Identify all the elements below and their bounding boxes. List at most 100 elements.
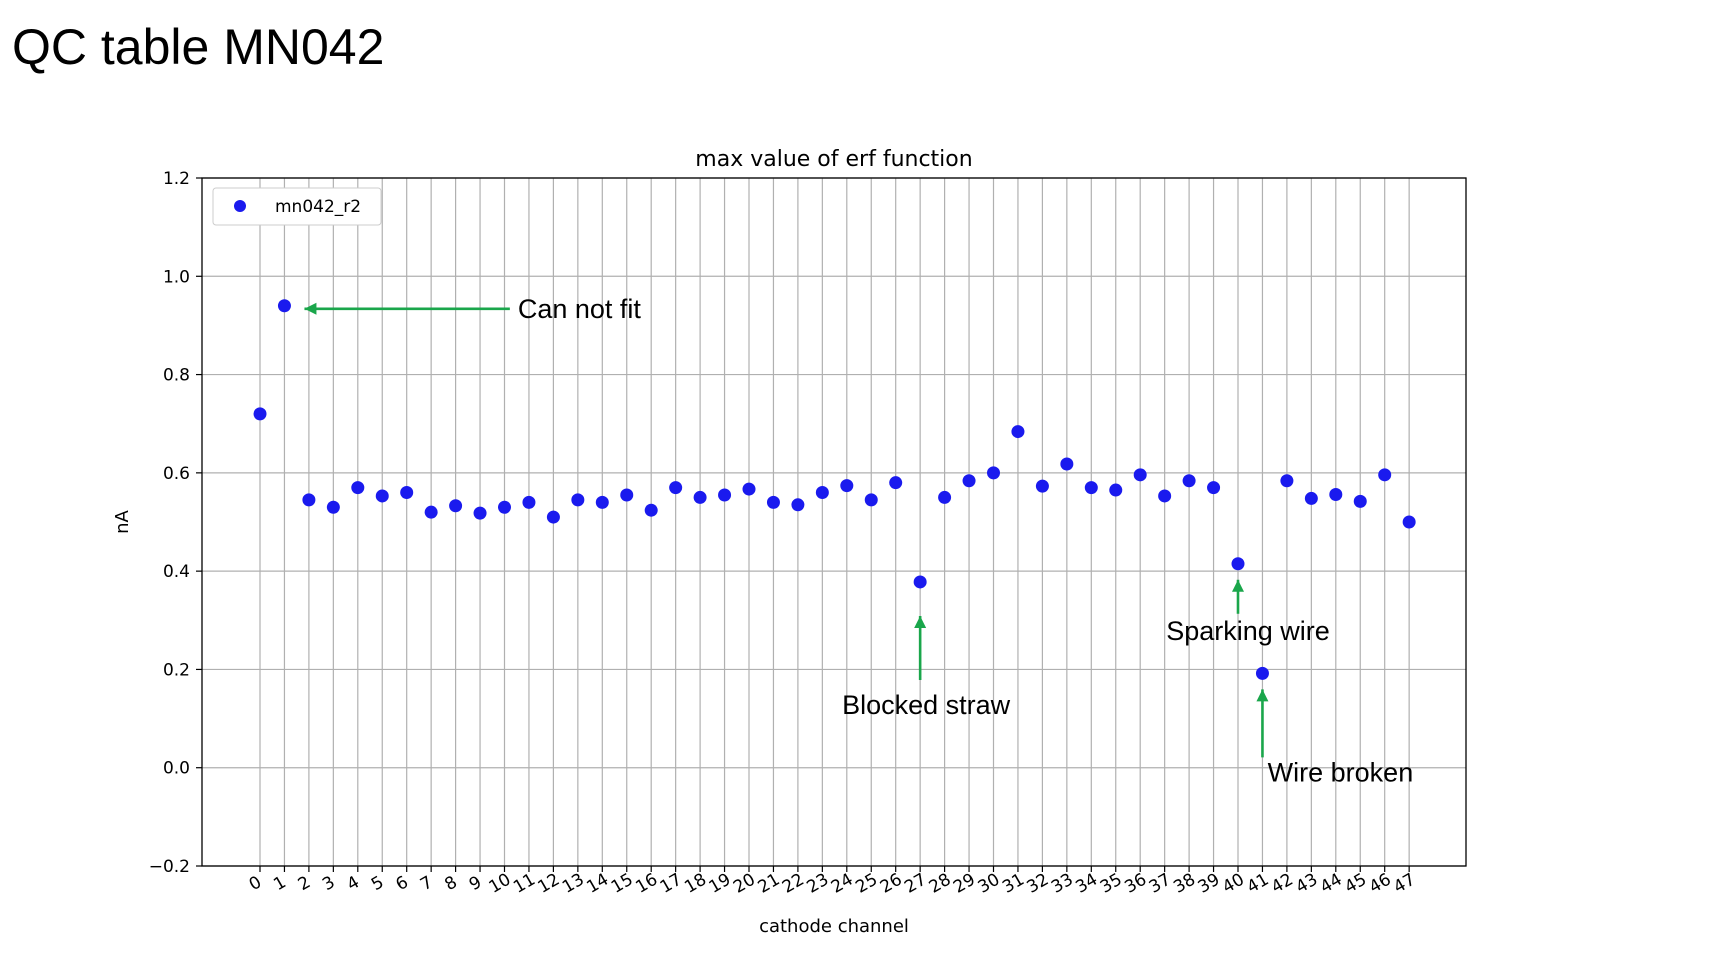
data-point xyxy=(1304,491,1318,505)
y-tick-label: 1.2 xyxy=(163,169,190,189)
y-axis-ticks: −0.2 0.0 0.2 0.4 0.6 0.8 1.0 1.2 xyxy=(149,169,202,877)
y-tick-label: 0.0 xyxy=(163,759,190,779)
x-tick-label: 0 xyxy=(246,872,265,895)
data-point xyxy=(1011,425,1025,439)
x-tick-label: 13 xyxy=(559,870,588,898)
legend-marker xyxy=(234,200,246,212)
x-tick-label: 6 xyxy=(393,872,412,895)
x-tick-label: 11 xyxy=(510,870,539,898)
x-tick-label: 29 xyxy=(950,870,979,898)
x-tick-label: 34 xyxy=(1072,870,1101,898)
x-tick-label: 35 xyxy=(1097,870,1126,898)
data-point xyxy=(253,407,267,421)
x-tick-label: 5 xyxy=(368,872,387,895)
x-tick-label: 27 xyxy=(901,870,930,898)
x-tick-label: 36 xyxy=(1121,870,1150,898)
data-point xyxy=(938,490,952,504)
slide-title: QC table MN042 xyxy=(12,19,385,75)
x-tick-label: 10 xyxy=(486,870,515,898)
x-tick-label: 31 xyxy=(999,870,1028,898)
x-tick-label: 4 xyxy=(344,872,363,895)
x-tick-label: 43 xyxy=(1292,870,1321,898)
x-tick-label: 12 xyxy=(535,870,564,898)
x-tick-label: 40 xyxy=(1219,870,1248,898)
annotation-arrowhead xyxy=(1232,579,1244,592)
y-tick-label: −0.2 xyxy=(149,857,190,877)
x-tick-label: 22 xyxy=(779,870,808,898)
x-tick-label: 15 xyxy=(608,870,637,898)
grid-lines xyxy=(202,177,1466,867)
data-point xyxy=(351,481,365,495)
data-point xyxy=(326,500,340,514)
x-tick-label: 19 xyxy=(706,870,735,898)
data-point xyxy=(620,488,634,502)
data-point xyxy=(766,495,780,509)
x-tick-label: 39 xyxy=(1195,870,1224,898)
data-point xyxy=(1158,489,1172,503)
data-point xyxy=(840,479,854,493)
data-point xyxy=(718,488,732,502)
data-point xyxy=(1402,515,1416,529)
y-tick-label: 0.2 xyxy=(163,660,190,680)
annotation-label: Sparking wire xyxy=(1166,616,1330,646)
x-tick-label: 33 xyxy=(1048,870,1077,898)
annotation-arrowhead xyxy=(1256,689,1269,702)
x-tick-label: 18 xyxy=(681,870,710,898)
legend-box xyxy=(212,187,382,226)
data-point xyxy=(889,476,903,490)
x-tick-label: 28 xyxy=(926,870,955,898)
data-point xyxy=(693,490,707,504)
data-point xyxy=(1329,487,1343,501)
x-tick-label: 46 xyxy=(1366,870,1395,898)
y-tick-label: 0.4 xyxy=(163,562,190,582)
plot-area xyxy=(201,177,1467,867)
data-point xyxy=(1378,468,1392,482)
x-tick-label: 8 xyxy=(441,872,460,895)
x-tick-label: 25 xyxy=(852,870,881,898)
x-tick-label: 16 xyxy=(632,870,661,898)
data-point xyxy=(1133,468,1147,482)
y-tick-label: 1.0 xyxy=(163,267,190,287)
x-axis-ticks: 0 1 2 3 4 5 6 7 8 9 101112131415161718192021222324… xyxy=(246,866,1419,898)
x-tick-label: 42 xyxy=(1268,870,1297,898)
data-point xyxy=(962,474,976,488)
data-point xyxy=(1280,474,1294,488)
x-tick-label: 38 xyxy=(1170,870,1199,898)
x-axis-label: cathode channel xyxy=(759,916,909,937)
x-tick-label: 24 xyxy=(828,870,857,898)
data-point xyxy=(1060,457,1074,471)
data-point xyxy=(277,299,291,313)
x-tick-label: 14 xyxy=(583,870,612,898)
data-point xyxy=(595,495,609,509)
data-point xyxy=(1255,666,1269,680)
x-tick-label: 41 xyxy=(1244,870,1273,898)
data-point xyxy=(791,498,805,512)
chart-title: max value of erf function xyxy=(695,147,972,172)
data-point xyxy=(1109,483,1123,497)
x-tick-label: 17 xyxy=(657,870,686,898)
x-tick-label: 47 xyxy=(1390,870,1419,898)
y-tick-label: 0.8 xyxy=(163,366,190,386)
data-point xyxy=(1035,479,1049,493)
annotation-label: Can not fit xyxy=(518,294,642,324)
data-point xyxy=(522,495,536,509)
x-tick-label: 2 xyxy=(295,872,314,895)
data-point xyxy=(424,505,438,519)
data-point xyxy=(1084,481,1098,495)
x-tick-label: 32 xyxy=(1024,870,1053,898)
annotations: Can not fit Blocked straw Sparking wire Wir… xyxy=(304,294,1413,787)
x-tick-label: 45 xyxy=(1341,870,1370,898)
data-point xyxy=(987,466,1000,480)
x-tick-label: 21 xyxy=(755,870,784,898)
data-point xyxy=(815,486,829,500)
legend-label: mn042_r2 xyxy=(275,197,361,217)
y-tick-label: 0.6 xyxy=(163,464,190,484)
x-tick-label: 9 xyxy=(466,872,485,895)
data-point xyxy=(546,510,560,524)
x-tick-label: 37 xyxy=(1146,870,1175,898)
x-tick-label: 7 xyxy=(417,872,436,895)
data-point xyxy=(571,493,585,507)
annotation-arrowhead xyxy=(304,302,317,315)
data-point xyxy=(400,486,414,500)
data-point xyxy=(644,503,658,517)
